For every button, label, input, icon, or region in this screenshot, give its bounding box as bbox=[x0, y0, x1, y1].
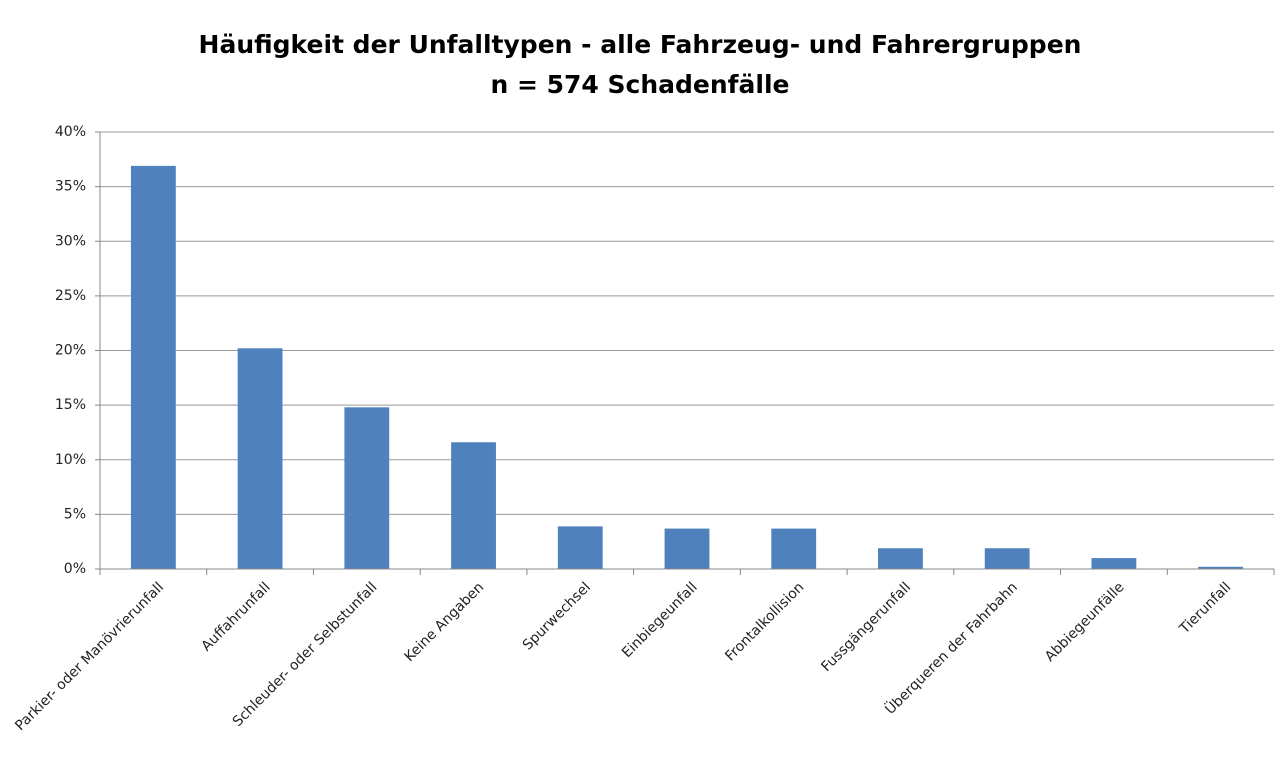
y-tick-label: 0% bbox=[64, 561, 86, 577]
bar bbox=[1091, 558, 1137, 569]
y-tick-label: 40% bbox=[55, 124, 86, 140]
bar bbox=[771, 528, 817, 569]
x-tick-label: Frontalkollision bbox=[722, 579, 807, 664]
chart-subtitle: n = 574 Schadenfälle bbox=[490, 70, 789, 99]
bar bbox=[664, 528, 710, 569]
chart-title: Häufigkeit der Unfalltypen - alle Fahrze… bbox=[199, 30, 1082, 59]
bar bbox=[984, 548, 1030, 569]
x-tick-label: Keine Angaben bbox=[401, 579, 487, 665]
y-tick-label: 20% bbox=[55, 343, 86, 359]
y-tick-label: 15% bbox=[55, 397, 86, 413]
bar bbox=[344, 407, 390, 569]
bar bbox=[451, 442, 496, 569]
bar bbox=[878, 548, 923, 569]
y-tick-label: 30% bbox=[55, 233, 86, 249]
bar bbox=[557, 526, 603, 569]
x-tick-label: Spurwechsel bbox=[520, 579, 594, 653]
bar bbox=[1198, 566, 1244, 569]
bar bbox=[130, 165, 176, 569]
y-tick-label: 10% bbox=[55, 452, 86, 468]
x-tick-label: Auffahrunfall bbox=[199, 579, 274, 654]
y-tick-label: 35% bbox=[55, 179, 86, 195]
x-tick-label: Parkier- oder Manövrierunfall bbox=[12, 579, 167, 734]
x-tick-label: Einbiegeunfall bbox=[619, 579, 701, 661]
x-tick-label: Fussgängerunfall bbox=[818, 579, 914, 675]
y-tick-label: 25% bbox=[55, 288, 86, 304]
y-tick-label: 5% bbox=[64, 506, 86, 522]
x-tick-label: Tierunfall bbox=[1176, 579, 1234, 637]
x-tick-label: Abbiegeunfälle bbox=[1042, 579, 1128, 665]
bar bbox=[237, 348, 283, 569]
